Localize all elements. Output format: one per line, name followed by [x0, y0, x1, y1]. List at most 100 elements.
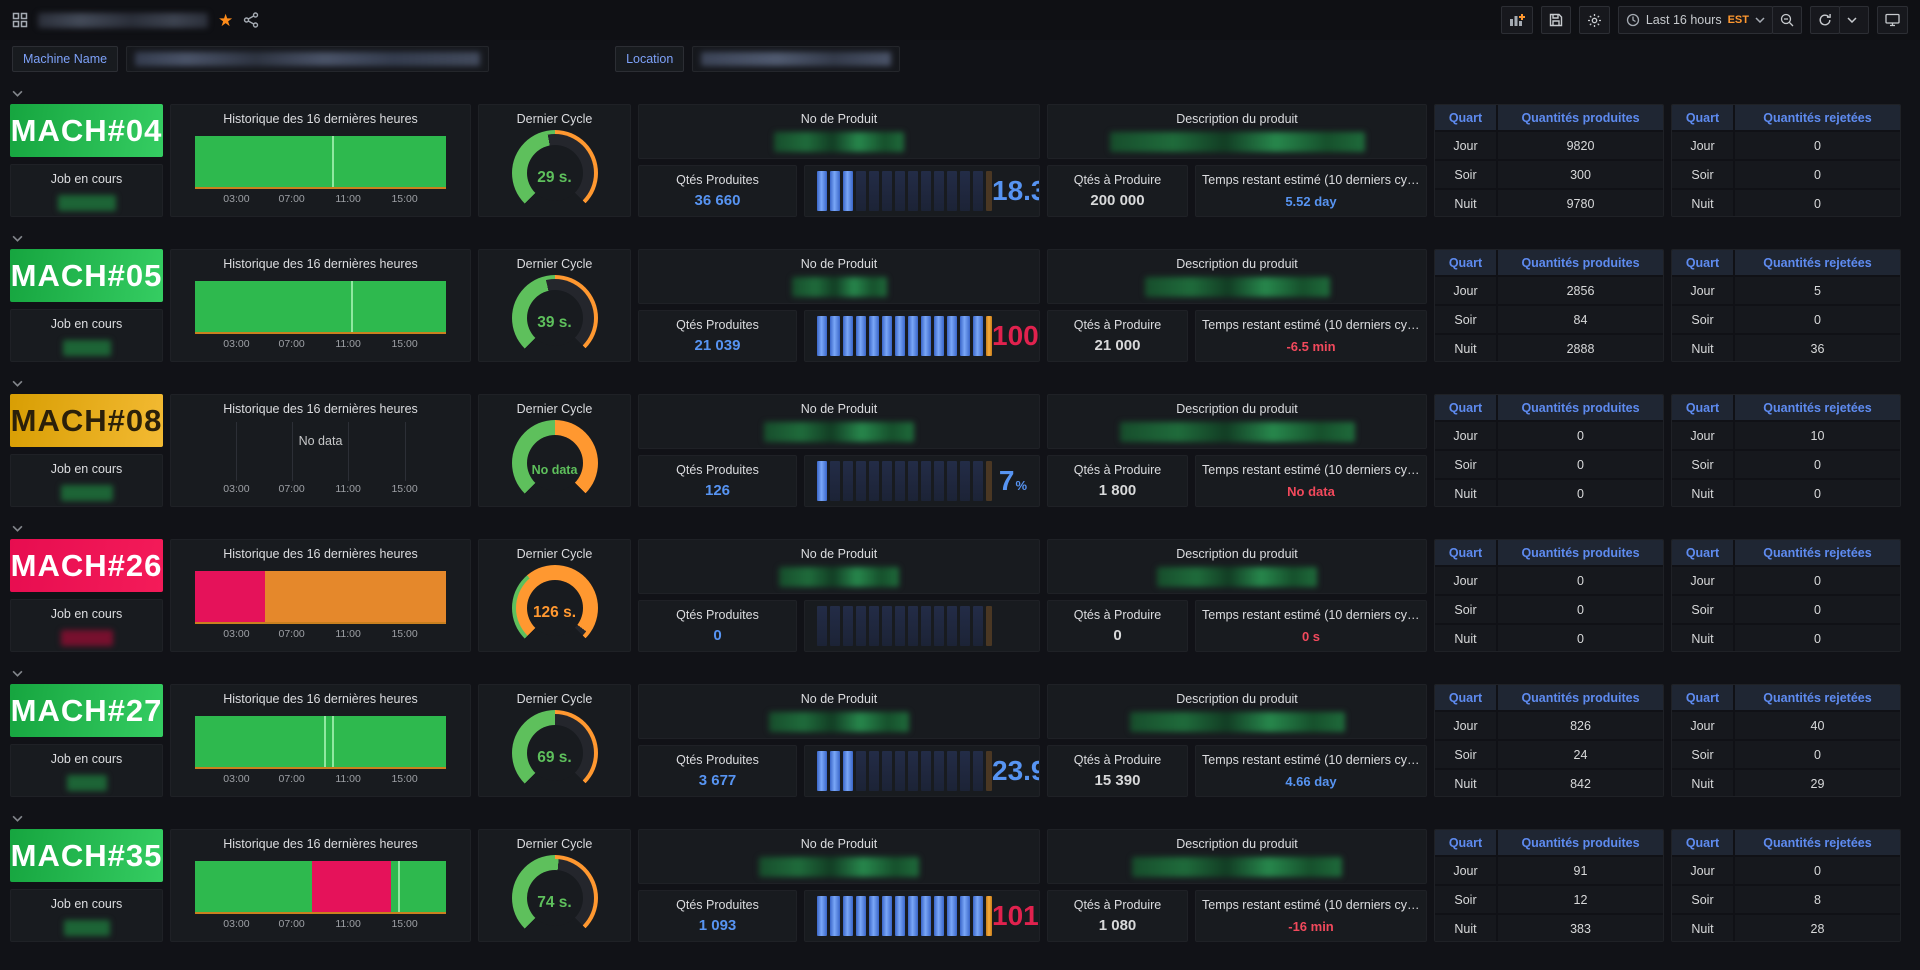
bar-segment — [895, 606, 905, 646]
machine-name-panel: MACH#27 — [10, 684, 163, 737]
history-axis: 03:00 07:00 11:00 15:00 — [195, 769, 446, 787]
apps-grid-icon[interactable] — [12, 12, 28, 28]
rejected-table-header-quart: Quart — [1672, 830, 1735, 856]
qty-to-produce-panel: Qtés à Produire 1 080 — [1047, 890, 1188, 942]
qty-produced-label: Qtés Produites — [676, 753, 759, 767]
row-collapse-chevron[interactable] — [10, 82, 1910, 104]
time-range-picker[interactable]: Last 16 hours EST — [1617, 6, 1773, 34]
time-remaining-value: -16 min — [1288, 919, 1334, 934]
bar-segment — [960, 751, 970, 791]
gauge-center: 74 s. — [526, 870, 583, 926]
product-desc-redacted — [1157, 567, 1317, 587]
product-desc-redacted — [1109, 132, 1365, 152]
produced-table: Quart Quantités produites Jour 826 Soir 24… — [1434, 684, 1664, 797]
dashboard-title-redacted[interactable] — [38, 12, 208, 28]
bar-segment — [856, 171, 866, 211]
location-filter-label[interactable]: Location — [615, 46, 685, 72]
rejected-table: Quart Quantités rejetées Jour 0 Soir 0 Nui… — [1671, 104, 1901, 217]
bar-segment — [921, 606, 931, 646]
table-row: Nuit 29 — [1672, 768, 1900, 796]
product-desc-panel: Description du produit — [1047, 829, 1427, 884]
bar-segment — [817, 896, 827, 936]
history-state-bar — [195, 861, 446, 914]
axis-tick: 03:00 — [223, 193, 250, 205]
dashboard-settings-button[interactable] — [1578, 6, 1610, 34]
rejected-table-header-quart: Quart — [1672, 250, 1735, 276]
production-bar-gauge — [817, 896, 992, 936]
production-bar-gauge — [817, 171, 992, 211]
bar-segment — [960, 606, 970, 646]
refresh-button[interactable] — [1810, 6, 1840, 34]
table-row: Soir 0 — [1672, 449, 1900, 479]
percent-value: 100 % — [992, 320, 1039, 351]
job-value-redacted — [63, 920, 110, 936]
rejected-table: Quart Quantités rejetées Jour 5 Soir 0 Nui… — [1671, 249, 1901, 362]
last-cycle-title: Dernier Cycle — [516, 402, 593, 416]
bar-segment — [856, 461, 866, 501]
machine-name-filter-value[interactable] — [126, 46, 490, 72]
time-remaining-panel: Temps restant estimé (10 derniers cycle.… — [1195, 890, 1427, 942]
qty-produced-value: 0 — [713, 627, 722, 644]
share-icon[interactable] — [243, 12, 259, 28]
qty-to-produce-panel: Qtés à Produire 21 000 — [1047, 310, 1188, 362]
job-value-redacted — [60, 485, 113, 501]
axis-tick: 07:00 — [278, 773, 305, 785]
gauge-center: No data — [526, 435, 583, 491]
product-desc-panel: Description du produit — [1047, 249, 1427, 304]
machine-name-panel: MACH#08 — [10, 394, 163, 447]
last-cycle-title: Dernier Cycle — [516, 692, 593, 706]
job-label: Job en cours — [50, 317, 123, 331]
kiosk-mode-button[interactable] — [1877, 6, 1908, 34]
table-row: Soir 0 — [1435, 449, 1663, 479]
zoom-out-button[interactable] — [1772, 6, 1802, 34]
bar-segment — [869, 751, 879, 791]
bar-threshold-segment — [986, 316, 992, 356]
gauge-value: No data — [531, 463, 578, 477]
clock-icon — [1626, 13, 1640, 27]
product-no-redacted — [779, 567, 899, 587]
last-cycle-title: Dernier Cycle — [516, 547, 593, 561]
chevron-down-icon — [1755, 17, 1765, 23]
history-axis: 03:00 07:00 11:00 15:00 — [195, 189, 446, 207]
produced-table-header-qty: Quantités produites — [1497, 395, 1663, 421]
gauge-center: 39 s. — [526, 290, 583, 346]
axis-tick: 03:00 — [223, 918, 250, 930]
qty-to-produce-value: 1 800 — [1098, 482, 1137, 499]
row-collapse-chevron[interactable] — [10, 372, 1910, 394]
bar-segment — [830, 461, 840, 501]
history-no-data-label: No data — [298, 434, 343, 449]
location-filter-value[interactable] — [692, 46, 901, 72]
bar-segment — [856, 606, 866, 646]
job-value-redacted — [66, 775, 107, 791]
refresh-interval-dropdown[interactable] — [1839, 6, 1869, 34]
time-remaining-panel: Temps restant estimé (10 derniers cycle.… — [1195, 165, 1427, 217]
row-collapse-chevron[interactable] — [10, 662, 1910, 684]
save-dashboard-button[interactable] — [1540, 6, 1571, 34]
produced-table-header-quart: Quart — [1435, 830, 1498, 856]
bar-segment — [856, 316, 866, 356]
bar-segment — [921, 316, 931, 356]
last-cycle-title: Dernier Cycle — [516, 837, 593, 851]
row-collapse-chevron[interactable] — [10, 517, 1910, 539]
history-axis: 03:00 07:00 11:00 15:00 — [195, 624, 446, 642]
product-no-panel: No de Produit — [638, 249, 1040, 304]
bar-segment — [817, 316, 827, 356]
machine-name-filter-label[interactable]: Machine Name — [12, 46, 119, 72]
product-no-title: No de Produit — [800, 402, 878, 416]
job-panel: Job en cours — [10, 164, 163, 217]
last-cycle-title: Dernier Cycle — [516, 257, 593, 271]
qty-to-produce-label: Qtés à Produire — [1073, 173, 1162, 187]
time-remaining-value: 0 s — [1301, 629, 1321, 644]
bar-segment — [934, 751, 944, 791]
axis-tick: 07:00 — [278, 193, 305, 205]
history-axis: 03:00 07:00 11:00 15:00 — [195, 479, 446, 497]
row-collapse-chevron[interactable] — [10, 807, 1910, 829]
bar-segment — [895, 461, 905, 501]
row-collapse-chevron[interactable] — [10, 227, 1910, 249]
add-panel-button[interactable] — [1500, 6, 1533, 34]
last-cycle-title: Dernier Cycle — [516, 112, 593, 126]
favorite-star-icon[interactable]: ★ — [218, 10, 234, 30]
bar-threshold-segment — [986, 461, 992, 501]
product-no-panel: No de Produit — [638, 539, 1040, 594]
qty-produced-panel: Qtés Produites 3 677 — [638, 745, 797, 797]
